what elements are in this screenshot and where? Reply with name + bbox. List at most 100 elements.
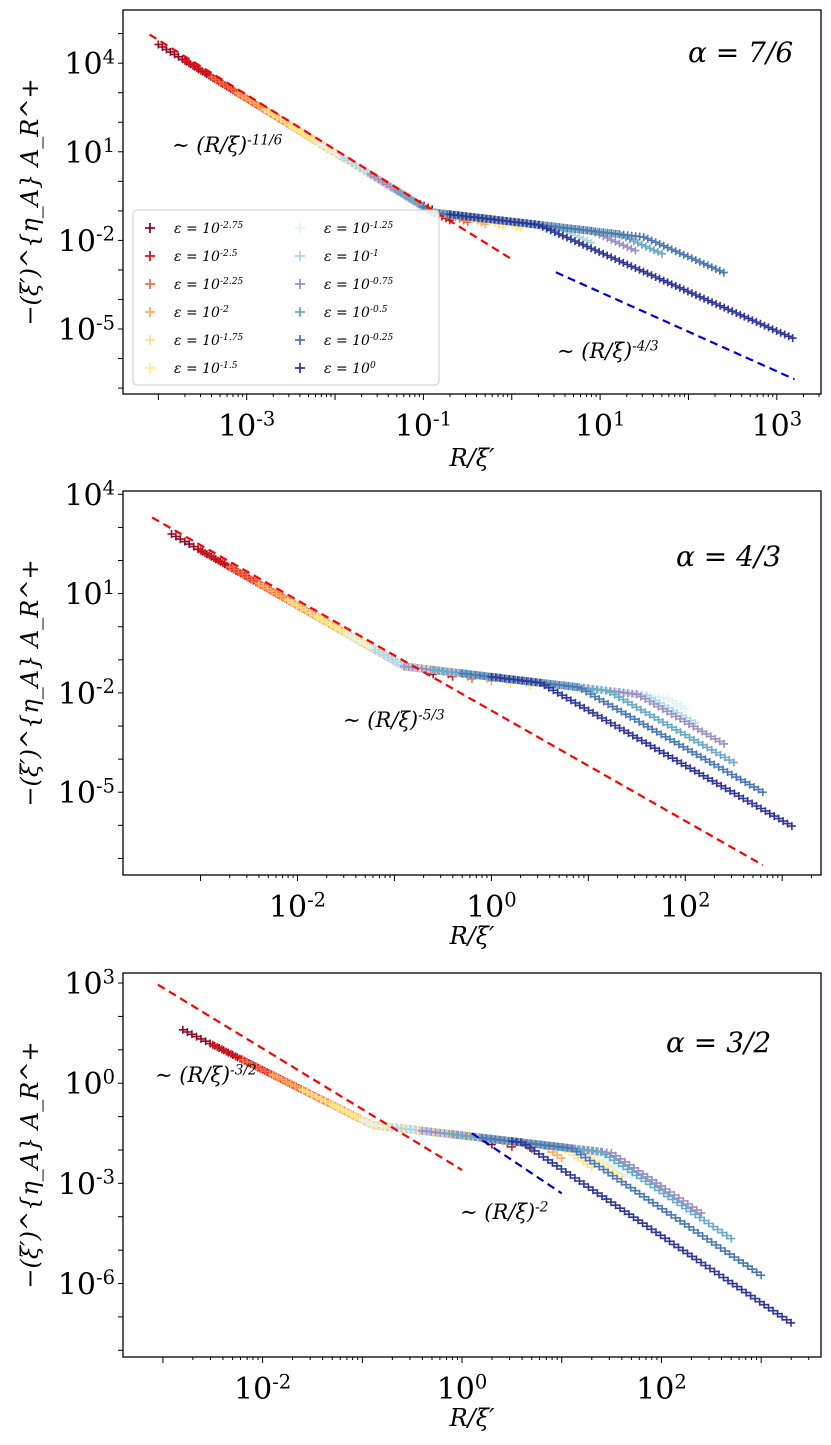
data-point (375, 648, 384, 657)
data-point (624, 729, 633, 738)
data-point (264, 107, 273, 116)
legend-marker (295, 363, 305, 373)
series-group (178, 1025, 796, 1327)
data-point (679, 250, 688, 259)
data-point (734, 1256, 743, 1265)
series-7 (342, 629, 690, 713)
data-point (664, 704, 673, 712)
data-point (611, 1201, 620, 1210)
data-point (247, 1060, 256, 1069)
y-axis-label: −(ξ′)^{η_A} A_R^+ (16, 559, 44, 806)
data-point (579, 240, 587, 249)
data-point (774, 814, 783, 823)
data-point (587, 244, 596, 253)
data-point (724, 1276, 732, 1285)
data-point (638, 1219, 647, 1228)
data-point (670, 1240, 678, 1249)
data-point (178, 1025, 187, 1034)
data-point (609, 1161, 618, 1170)
data-point (337, 1105, 346, 1114)
data-point (627, 244, 636, 253)
data-point (729, 758, 738, 767)
data-point (572, 1147, 581, 1156)
data-point (213, 1043, 222, 1052)
data-point (225, 563, 234, 572)
data-point (670, 737, 679, 746)
data-point (298, 1085, 307, 1094)
data-point (688, 1203, 697, 1212)
data-point (596, 1147, 605, 1156)
data-point (681, 704, 690, 713)
data-point (580, 703, 589, 712)
data-point (739, 794, 748, 803)
data-point (627, 262, 636, 271)
data-point (719, 268, 728, 277)
data-point (697, 752, 705, 761)
data-point (686, 1207, 695, 1216)
data-point (312, 612, 321, 621)
data-point (566, 696, 575, 705)
y-tick-label: 10-3 (58, 1166, 115, 1203)
y-tick-label: 101 (64, 134, 115, 171)
data-point (659, 1189, 668, 1198)
data-point (584, 1183, 593, 1192)
data-point (655, 274, 664, 283)
data-point (663, 278, 672, 287)
data-point (764, 1303, 773, 1312)
data-point (546, 226, 555, 235)
data-point (607, 253, 616, 262)
data-point (530, 1146, 539, 1155)
data-point (205, 551, 214, 560)
data-point (660, 701, 669, 710)
x-tick-label: 100 (466, 888, 517, 925)
data-point (695, 769, 704, 778)
data-point (645, 697, 654, 706)
data-point (611, 721, 620, 730)
data-point (773, 1309, 782, 1318)
data-point (787, 1318, 796, 1327)
data-point (558, 231, 567, 240)
data-point (646, 741, 655, 750)
fit-line-1 (157, 983, 463, 1171)
data-point (709, 1222, 718, 1231)
data-point (675, 283, 684, 292)
series-3 (225, 563, 476, 683)
legend-entry-10: ε = 10-0.5 (324, 305, 388, 321)
data-point (590, 1159, 599, 1168)
data-point (663, 707, 672, 716)
data-point (674, 740, 683, 749)
data-point (626, 1183, 635, 1192)
data-point (189, 542, 198, 551)
data-point (599, 697, 608, 706)
x-tick-label: 101 (575, 407, 626, 444)
data-point (628, 700, 637, 709)
data-point (616, 1204, 624, 1213)
data-point (659, 276, 668, 285)
data-point (183, 1028, 192, 1036)
data-point (676, 728, 685, 737)
data-point (730, 1253, 739, 1262)
data-point (277, 1075, 286, 1084)
data-point (604, 1158, 613, 1167)
data-point (641, 1177, 650, 1186)
data-point (534, 1149, 543, 1158)
data-point (787, 822, 796, 831)
data-point (686, 716, 695, 725)
data-point (332, 1103, 341, 1112)
data-point (742, 1288, 751, 1297)
data-point (335, 625, 344, 634)
data-point (292, 601, 301, 610)
data-point (756, 319, 765, 328)
data-point (751, 1294, 760, 1303)
data-point (604, 700, 613, 709)
y-tick-label: 104 (64, 477, 115, 514)
legend-marker (145, 335, 155, 345)
data-point (312, 1092, 320, 1101)
data-point (641, 242, 650, 251)
fit-line-1 (148, 33, 511, 260)
data-point (562, 693, 571, 702)
data-point (712, 779, 721, 788)
data-point (243, 1058, 252, 1067)
data-point (595, 695, 604, 704)
legend-marker (145, 307, 155, 317)
